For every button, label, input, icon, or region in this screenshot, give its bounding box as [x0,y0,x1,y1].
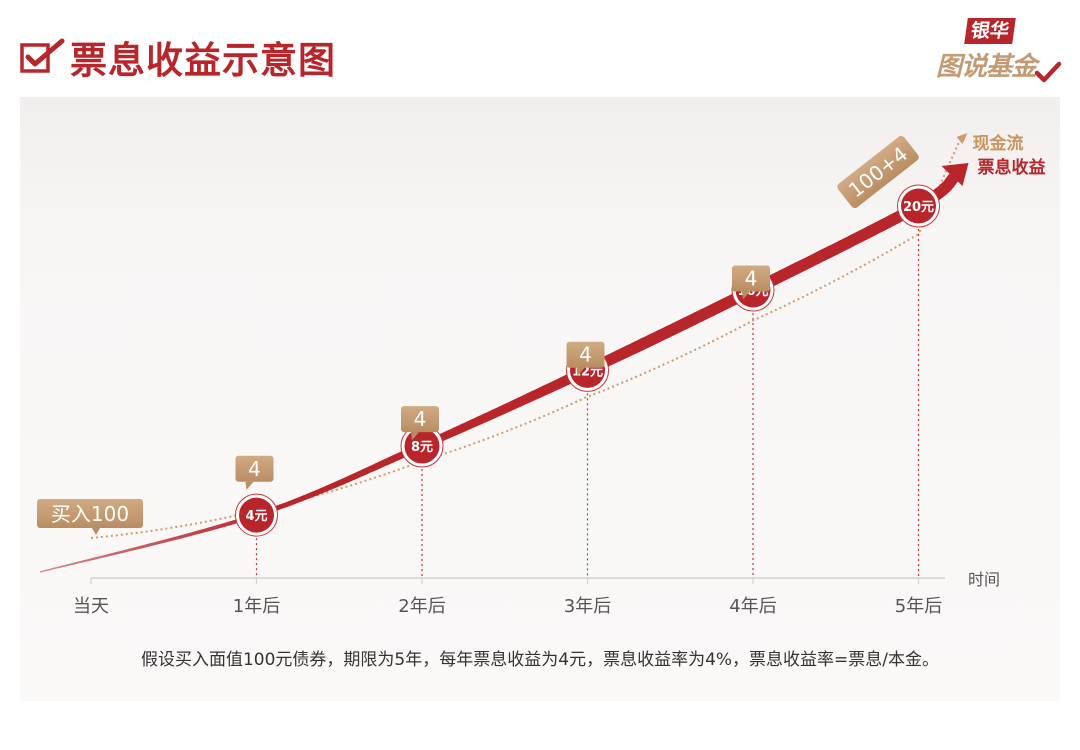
cashflow-tag [732,265,770,292]
x-axis-label: 时间 [968,570,1000,589]
cashflow-tag [566,341,605,368]
data-point-coupon [901,188,936,224]
cashflow-tag-label: 4 [579,343,592,367]
cashflow-tag-label: 4 [745,266,758,290]
data-label-coupon: 20元 [903,200,934,215]
logo-check-icon [1034,61,1062,83]
cashflow-tag [235,455,274,482]
cashflow-tag-pointer [245,481,254,490]
page-title: 票息收益示意图 [70,39,336,82]
cashflow-tag-pointer [576,367,585,376]
logo-brand: 银华 [964,18,1016,44]
x-tick-label: 当天 [73,596,109,617]
x-tick-label: 5年后 [895,596,942,617]
legend-label-coupon-income: 票息收益 [978,157,1046,178]
cashflow-tag-pointer [742,291,750,300]
cashflow-tag-pointer [92,528,100,535]
cashflow-tag-label: 买入100 [51,502,129,526]
x-tick-label: 2年后 [398,596,445,617]
cashflow-tag [837,135,919,209]
logo-subtitle: 图说基金 [936,52,1037,82]
cashflow-arrowhead [956,133,968,144]
header: 票息收益示意图 银华 图说基金 [0,0,1080,95]
x-tick-label: 4年后 [729,596,776,617]
data-point-coupon [239,497,274,533]
checkbox-check-icon [20,38,65,73]
cashflow-tag [401,406,439,433]
cashflow-tag-label: 4 [248,457,261,481]
x-tick-label: 1年后 [233,596,280,617]
brand-logo: 银华 图说基金 [932,12,1062,84]
cashflow-tag-label: 4 [414,407,427,431]
series-line-cashflow [90,142,960,539]
chart-panel: 时间 当天 1年后 2年后 3年后 4年后 5年后 现金流 票息收益 4元 8元 12元 16元 20元买… [20,97,1060,701]
series-line-coupon-income [39,172,959,573]
cashflow-tag-pointer [411,432,419,441]
legend-label-cashflow: 现金流 [973,133,1024,154]
x-tick-label: 3年后 [564,596,611,617]
cashflow-tag [37,499,143,528]
data-label-coupon: 4元 [245,509,267,524]
footnote: 假设买入面值100元债券，期限为5年，每年票息收益为4元，票息收益率为4%，票息… [140,650,940,670]
coupon-income-arrowhead [941,163,969,186]
data-label-coupon: 8元 [411,440,433,455]
